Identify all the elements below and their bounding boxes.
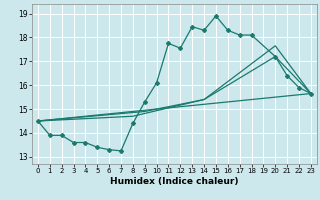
X-axis label: Humidex (Indice chaleur): Humidex (Indice chaleur) [110, 177, 239, 186]
